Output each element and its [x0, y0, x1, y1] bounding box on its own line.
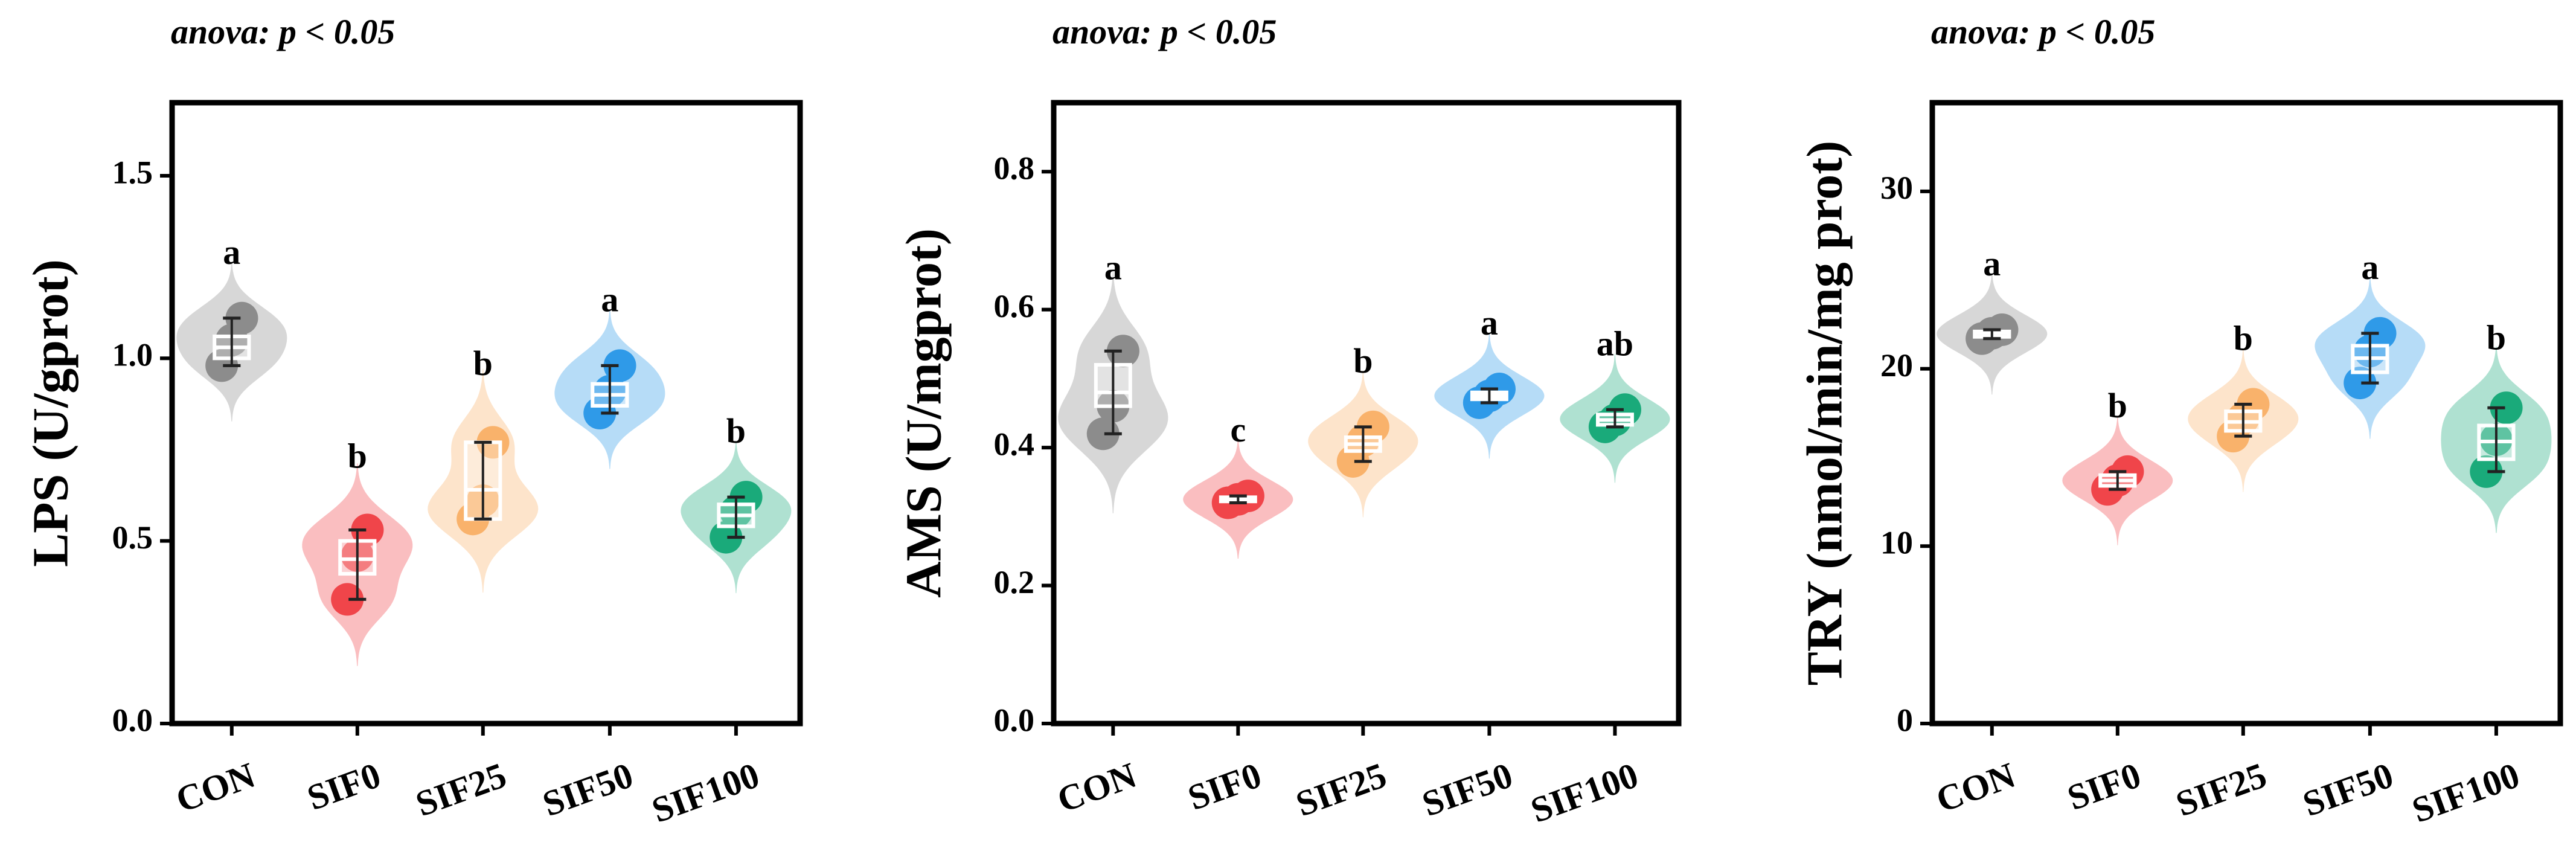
data-point — [225, 301, 258, 335]
y-tick-label: 30 — [1880, 170, 1913, 206]
group-CON: a — [1058, 248, 1168, 513]
plot-frame — [1051, 100, 1682, 727]
significance-letter: b — [1353, 341, 1373, 380]
significance-letter: a — [223, 233, 240, 272]
chart-panel-1: anova: p < 0.05 LPS (U/gprot) 0.0 0.5 1.0 1.5… — [22, 12, 803, 830]
group-SIF25: b — [428, 344, 539, 593]
x-tick-label: SIF100 — [647, 755, 764, 830]
x-tick-label: CON — [171, 755, 260, 820]
significance-letter: b — [348, 437, 367, 476]
x-tick-label: SIF50 — [2298, 755, 2398, 824]
group-SIF25: b — [1308, 341, 1418, 518]
group-SIF50: a — [554, 280, 665, 469]
y-tick-label: 0.4 — [994, 426, 1035, 463]
x-tick-label: SIF25 — [2171, 755, 2272, 824]
y-tick-label: 0.2 — [994, 564, 1035, 600]
x-tick-label: CON — [1052, 755, 1141, 820]
chart-panel-3: anova: p < 0.05 TRY (nmol/min/mg prot) 0 10… — [1796, 12, 2563, 830]
significance-letter: c — [1230, 410, 1246, 449]
x-tick-label: SIF0 — [2062, 755, 2146, 818]
group-SIF100: ab — [1560, 324, 1670, 483]
significance-letter: a — [1983, 244, 2001, 283]
x-tick-label: SIF50 — [1417, 755, 1518, 824]
y-axis-label: LPS (U/gprot) — [22, 259, 78, 567]
group-SIF0: b — [2062, 386, 2173, 545]
data-point — [2470, 455, 2503, 488]
x-tick-label: SIF100 — [2407, 755, 2525, 830]
x-tick-label: SIF0 — [1183, 755, 1267, 818]
y-tick-label: 1.0 — [112, 337, 153, 373]
significance-letter: b — [2108, 386, 2127, 425]
y-tick-label: 20 — [1880, 347, 1913, 384]
y-tick-label: 0.0 — [994, 702, 1035, 738]
y-tick-label: 10 — [1880, 525, 1913, 561]
y-tick-label: 1.5 — [112, 154, 153, 190]
significance-letter: b — [726, 411, 746, 451]
x-tick-label: SIF100 — [1525, 755, 1643, 830]
y-tick-label: 0.6 — [994, 288, 1035, 324]
group-SIF50: a — [2315, 248, 2426, 439]
data-point — [1086, 417, 1120, 451]
y-tick-label: 0.5 — [112, 519, 153, 556]
data-point — [1106, 335, 1139, 368]
data-point — [2363, 316, 2397, 350]
anova-annotation: anova: p < 0.05 — [1053, 12, 1277, 51]
significance-letter: b — [473, 344, 493, 383]
x-tick-label: CON — [1931, 755, 2020, 820]
significance-letter: a — [1481, 303, 1498, 342]
x-tick-label: SIF25 — [411, 755, 511, 824]
anova-annotation: anova: p < 0.05 — [1931, 12, 2155, 51]
group-SIF100: b — [681, 411, 792, 594]
significance-letter: a — [2361, 248, 2379, 287]
significance-letter: a — [601, 280, 618, 319]
significance-letter: ab — [1597, 324, 1633, 363]
anova-annotation: anova: p < 0.05 — [171, 12, 395, 51]
group-CON: a — [176, 233, 287, 422]
data-point — [1356, 410, 1389, 443]
plot-frame — [169, 100, 803, 727]
y-tick-label: 0.8 — [994, 150, 1035, 187]
x-tick-label: SIF0 — [302, 755, 386, 818]
group-CON: a — [1937, 244, 2048, 395]
plot-frame — [1929, 100, 2563, 727]
data-point — [2344, 367, 2377, 400]
y-axis-label: AMS (U/mgprot) — [896, 228, 952, 598]
data-point — [2490, 391, 2523, 425]
x-tick-label: SIF25 — [1291, 755, 1392, 824]
data-point — [710, 521, 743, 554]
group-SIF25: b — [2188, 318, 2299, 492]
data-point — [331, 583, 364, 616]
significance-letter: b — [2234, 318, 2253, 358]
group-SIF0: c — [1183, 410, 1293, 559]
group-SIF50: a — [1434, 303, 1545, 459]
group-SIF0: b — [302, 437, 413, 666]
y-tick-label: 0.0 — [112, 702, 153, 738]
y-axis-label: TRY (nmol/min/mg prot) — [1796, 141, 1853, 685]
data-point — [351, 513, 384, 547]
significance-letter: a — [1104, 248, 1122, 287]
chart-panel-2: anova: p < 0.05 AMS (U/mgprot) 0.0 0.2 0.4 0.… — [896, 12, 1682, 830]
y-tick-label: 0 — [1897, 702, 1913, 738]
group-SIF100: b — [2441, 318, 2552, 533]
significance-letter: b — [2487, 318, 2506, 358]
data-point — [603, 349, 636, 382]
x-tick-label: SIF50 — [537, 755, 638, 824]
